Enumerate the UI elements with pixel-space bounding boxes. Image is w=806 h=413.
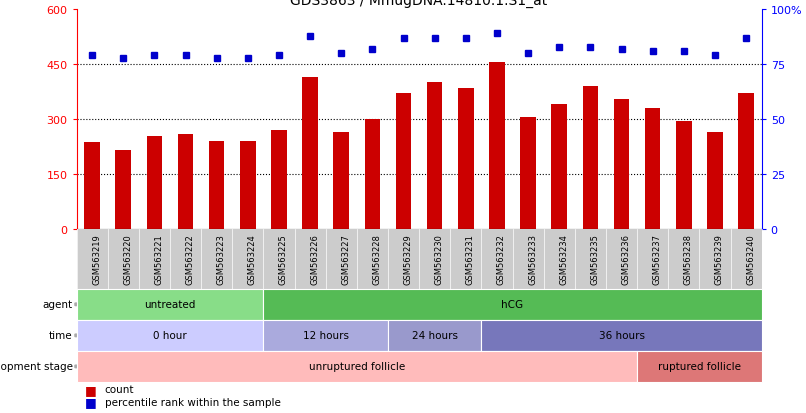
Text: GSM563234: GSM563234 [559,234,568,285]
Text: 0 hour: 0 hour [153,330,187,341]
Text: GSM563229: GSM563229 [404,234,413,285]
Bar [147,136,162,229]
Bar [364,120,380,229]
Bar [178,134,193,229]
Text: 24 hours: 24 hours [412,330,458,341]
Text: GSM563240: GSM563240 [746,234,755,285]
Text: GSM563221: GSM563221 [155,234,164,285]
Text: GSM563237: GSM563237 [653,234,662,285]
Bar [209,142,225,229]
Bar [738,94,754,229]
Bar [583,87,598,229]
Bar [489,63,505,229]
Text: hCG: hCG [501,299,524,310]
Text: count: count [105,385,135,394]
Bar [85,142,100,229]
Text: GSM563227: GSM563227 [341,234,351,285]
Text: unruptured follicle: unruptured follicle [309,361,405,372]
Bar [645,109,660,229]
Text: GSM563219: GSM563219 [92,234,101,285]
Text: GSM563232: GSM563232 [497,234,506,285]
Text: GSM563238: GSM563238 [683,234,693,285]
Bar [676,121,692,229]
Text: untreated: untreated [144,299,196,310]
Text: GSM563228: GSM563228 [372,234,381,285]
Text: GSM563231: GSM563231 [466,234,475,285]
Text: GSM563220: GSM563220 [123,234,132,285]
Bar [302,78,318,229]
Text: GSM563224: GSM563224 [248,234,257,285]
Text: 36 hours: 36 hours [599,330,645,341]
Text: GSM563239: GSM563239 [715,234,724,285]
Bar [458,89,474,229]
Text: GSM563233: GSM563233 [528,234,537,285]
Bar [707,133,723,229]
Text: development stage: development stage [0,361,73,372]
Bar [115,151,131,229]
Text: GSM563225: GSM563225 [279,234,288,285]
Text: agent: agent [43,299,73,310]
Text: ■: ■ [85,383,97,396]
Title: GDS3863 / MmugDNA.14810.1.S1_at: GDS3863 / MmugDNA.14810.1.S1_at [290,0,548,8]
Bar [613,100,629,229]
Text: GSM563222: GSM563222 [185,234,194,285]
Bar [334,133,349,229]
Text: ruptured follicle: ruptured follicle [658,361,741,372]
Bar [396,94,411,229]
Text: time: time [49,330,73,341]
Bar [271,131,287,229]
Text: percentile rank within the sample: percentile rank within the sample [105,397,280,407]
Text: GSM563235: GSM563235 [590,234,600,285]
Text: GSM563223: GSM563223 [217,234,226,285]
Bar [521,118,536,229]
Text: ■: ■ [85,395,97,408]
Text: 12 hours: 12 hours [303,330,349,341]
Text: GSM563230: GSM563230 [434,234,443,285]
Bar [427,83,442,229]
Bar [551,105,567,229]
Text: GSM563236: GSM563236 [621,234,630,285]
Text: GSM563226: GSM563226 [310,234,319,285]
Bar [240,142,256,229]
